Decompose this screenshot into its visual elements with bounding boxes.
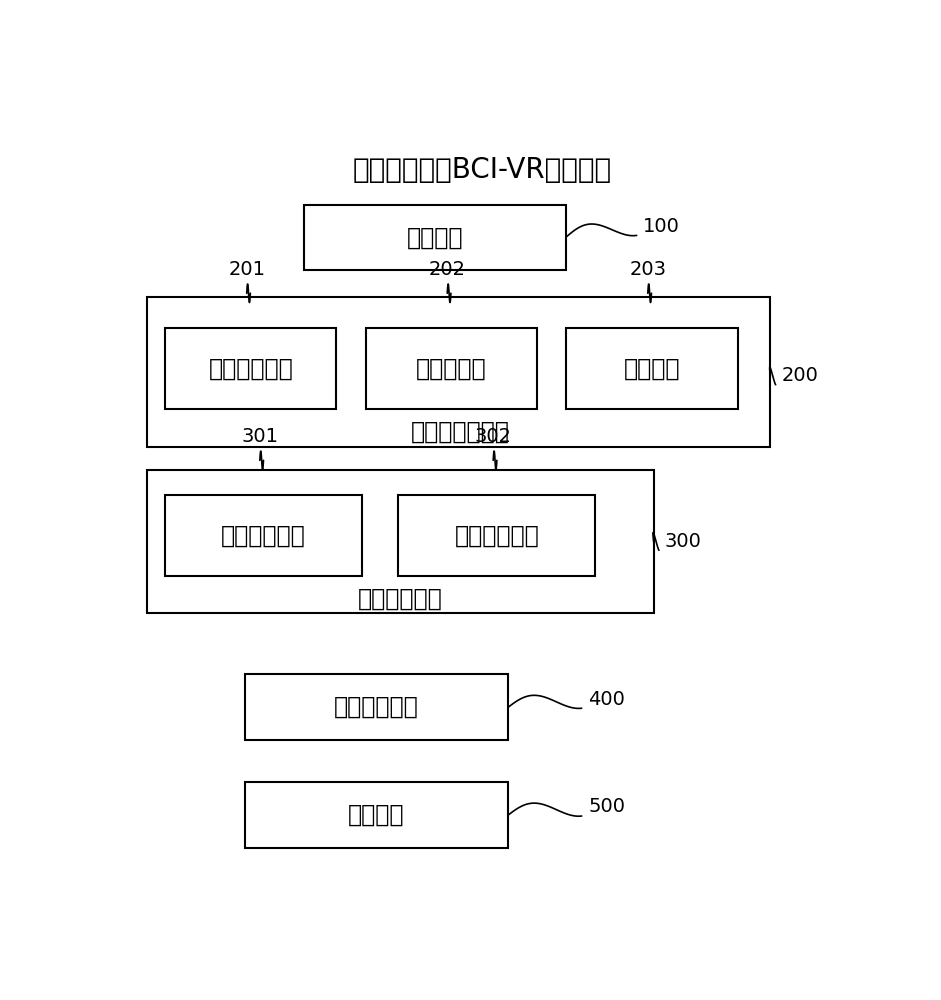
Text: 301: 301 [242,427,279,446]
Text: 预处理单元: 预处理单元 [416,356,486,380]
Bar [246,782,508,848]
Text: 触发模块: 触发模块 [348,803,405,827]
Text: 300: 300 [664,532,701,551]
Text: 202: 202 [429,260,466,279]
Bar [165,328,336,409]
Text: 203: 203 [630,260,666,279]
Text: 分类识别单元: 分类识别单元 [455,523,539,547]
Bar [398,495,596,576]
Text: 采集模块: 采集模块 [407,225,463,249]
Bar [246,674,508,740]
Text: 信息组合模块: 信息组合模块 [334,695,419,719]
Text: 降噪单元: 降噪单元 [624,356,680,380]
Bar [365,328,537,409]
Bar [566,328,738,409]
Text: 信息预处理模块: 信息预处理模块 [411,420,510,444]
Text: 信号放大单元: 信号放大单元 [208,356,293,380]
Bar [165,495,362,576]
Bar [304,205,566,270]
Text: 201: 201 [229,260,265,279]
Text: 信息处理模块: 信息处理模块 [358,587,442,611]
Text: 400: 400 [588,690,625,709]
Text: 302: 302 [475,427,512,446]
Text: 特征提取单元: 特征提取单元 [221,523,306,547]
Text: 多感官模态的BCI-VR控制系统: 多感官模态的BCI-VR控制系统 [353,156,612,184]
Text: 500: 500 [588,797,625,816]
Text: 100: 100 [643,217,679,236]
Text: 200: 200 [781,366,818,385]
Bar [147,297,771,447]
Bar [147,470,654,613]
